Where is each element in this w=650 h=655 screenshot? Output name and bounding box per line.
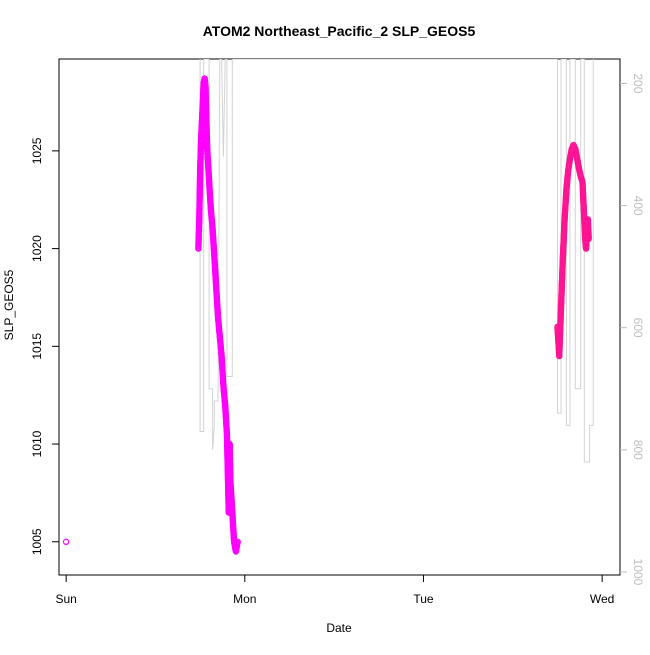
right-tick-label: 600 — [631, 318, 645, 338]
right-tick-label: 800 — [631, 440, 645, 460]
y-tick-label: 1005 — [30, 528, 44, 555]
right-tick-label: 200 — [631, 73, 645, 93]
x-tick-label: Wed — [590, 592, 614, 606]
series-1-point — [585, 235, 592, 242]
y-tick-label: 1010 — [30, 430, 44, 457]
right-tick-label: 400 — [631, 196, 645, 216]
x-tick-label: Sun — [55, 592, 76, 606]
x-tick-label: Tue — [413, 592, 434, 606]
series-0-point — [234, 538, 241, 546]
series-0-point — [62, 538, 70, 546]
axes-layer: Sun Mon Tue Wed 1005 1010 1015 1020 1025 200 400 60… — [30, 73, 645, 606]
y-tick-label: 1025 — [30, 137, 44, 164]
x-axis-label: Date — [326, 621, 352, 635]
chart-title: ATOM2 Northeast_Pacific_2 SLP_GEOS5 — [203, 23, 476, 39]
y-axis-label: SLP_GEOS5 — [2, 269, 16, 340]
right-tick-label: 1000 — [631, 559, 645, 586]
points-layer — [62, 75, 592, 555]
right-series-layer — [199, 59, 594, 463]
x-tick-label: Mon — [233, 592, 256, 606]
y-tick-label: 1015 — [30, 333, 44, 360]
y-tick-label: 1020 — [30, 235, 44, 262]
right-series-line — [199, 59, 594, 463]
